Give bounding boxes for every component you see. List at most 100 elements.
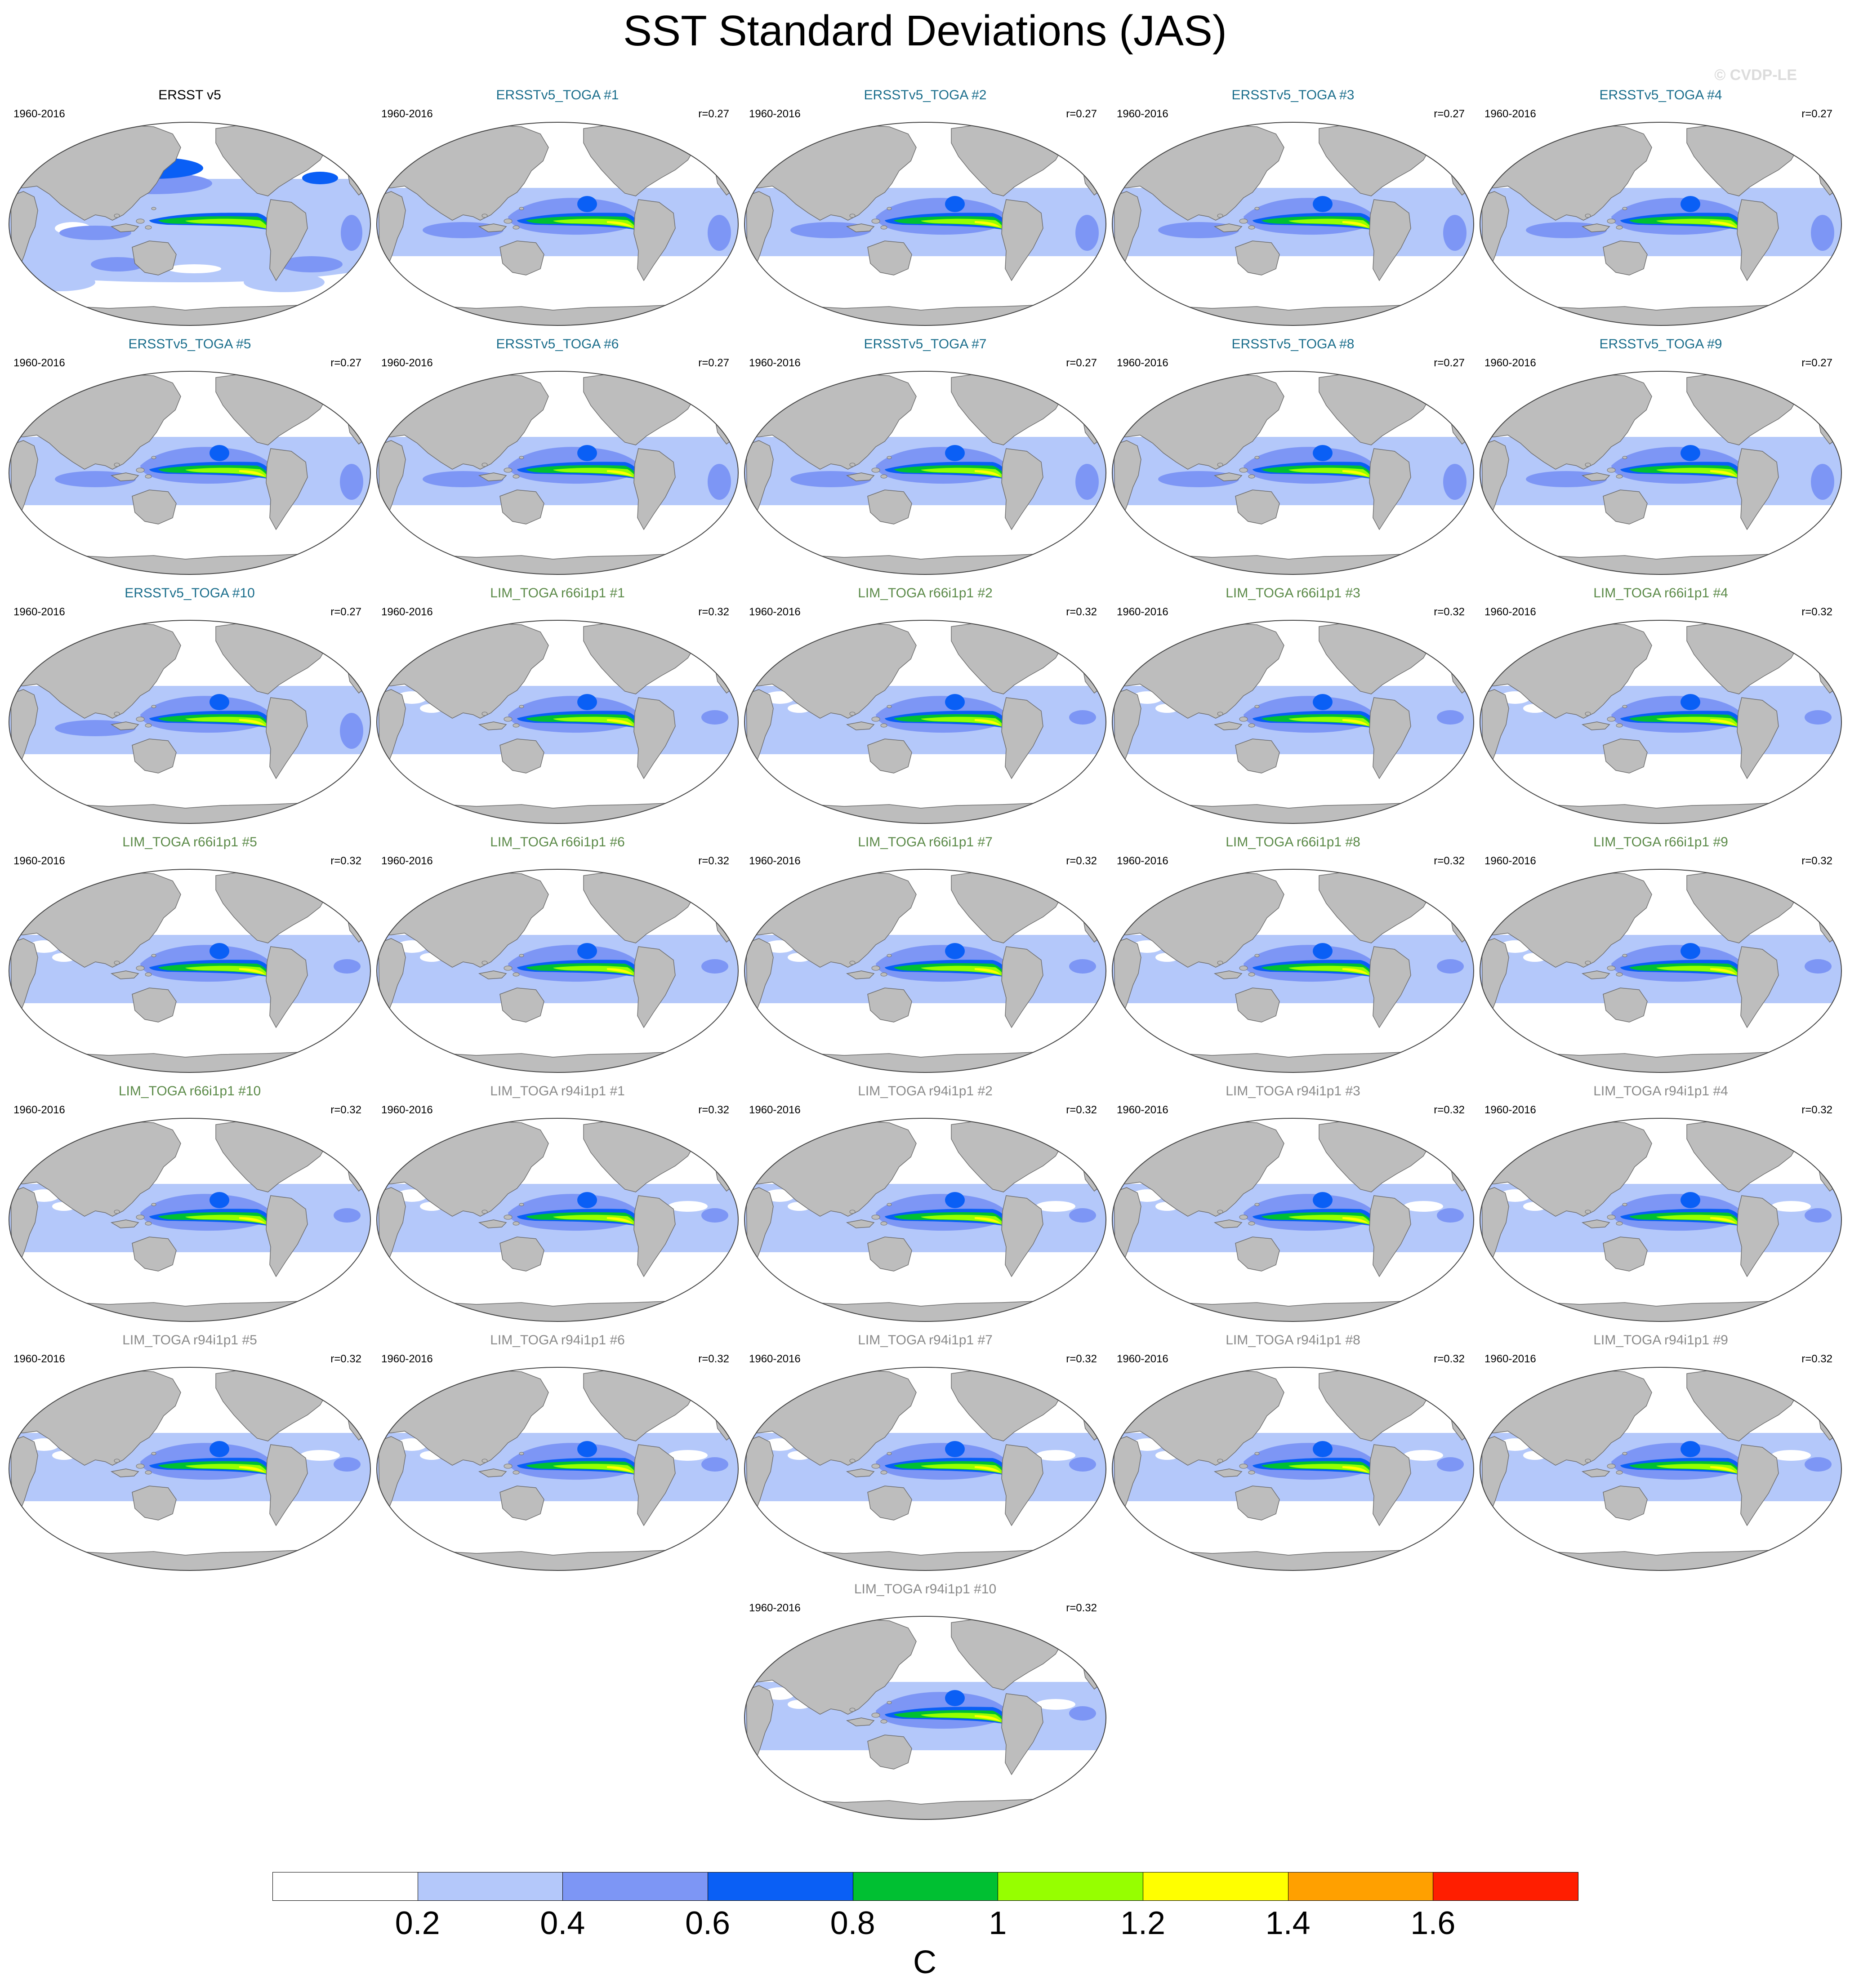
panel-map <box>373 867 742 1074</box>
panel-title: ERSSTv5_TOGA #2 <box>864 88 987 102</box>
panel-title: ERSSTv5_TOGA #3 <box>1231 88 1355 102</box>
map-border <box>1480 122 1842 326</box>
colorbar-tick-label: 1.2 <box>1120 1905 1166 1941</box>
land-s-america <box>1001 946 1043 1028</box>
panel-years: 1960-2016 <box>1484 357 1536 369</box>
colorbar-swatch <box>1433 1872 1578 1901</box>
sst-stddev-map <box>744 869 1106 1073</box>
land-s-america <box>1369 946 1411 1028</box>
land-s-america <box>1737 697 1779 779</box>
map-panel: ERSSTv5_TOGA #3 1960-2016 r=0.27 <box>1109 86 1477 329</box>
panel-title: ERSSTv5_TOGA #1 <box>496 88 619 102</box>
land-australia <box>499 987 544 1023</box>
panel-map <box>741 1116 1110 1323</box>
land-indonesia <box>110 721 139 730</box>
panel-map <box>1109 618 1477 825</box>
panel-correlation: r=0.32 <box>1066 1353 1097 1365</box>
map-panel: LIM_TOGA r94i1p1 #5 1960-2016 r=0.32 <box>5 1331 374 1574</box>
panel-title: ERSSTv5_TOGA #7 <box>864 337 987 351</box>
land-indonesia <box>1213 1219 1243 1228</box>
land-indonesia <box>1213 1468 1243 1477</box>
land-australia <box>1235 240 1280 276</box>
colorbar-tick-label: 0.8 <box>830 1905 875 1941</box>
land-indonesia <box>110 223 139 232</box>
land-australia <box>867 987 912 1023</box>
panel-map <box>373 1365 742 1572</box>
sst-stddev-map <box>1112 1367 1474 1571</box>
land-australia <box>132 738 177 774</box>
map-panel: ERSST v5 1960-2016 <box>5 86 374 329</box>
panel-correlation: r=0.32 <box>1434 1353 1465 1365</box>
land-indonesia <box>110 1219 139 1228</box>
colorbar-swatch <box>852 1872 999 1901</box>
panel-title: ERSST v5 <box>158 88 221 102</box>
land-s-america <box>633 1444 676 1526</box>
panel-title: LIM_TOGA r66i1p1 #5 <box>122 835 257 849</box>
land-australia <box>867 1734 912 1770</box>
panel-map <box>1109 369 1477 576</box>
panel-correlation: r=0.27 <box>1801 357 1832 369</box>
map-border <box>744 1367 1106 1571</box>
sst-stddev-map <box>744 371 1106 575</box>
sst-stddev-map <box>9 122 371 326</box>
land-australia <box>1603 1236 1648 1272</box>
land-s-america <box>1737 1195 1779 1277</box>
map-panel: LIM_TOGA r66i1p1 #1 1960-2016 r=0.32 <box>373 584 742 827</box>
panel-years: 1960-2016 <box>13 606 65 618</box>
panel-correlation: r=0.32 <box>1066 1104 1097 1116</box>
map-border <box>744 122 1106 326</box>
panel-correlation: r=0.32 <box>698 1104 729 1116</box>
panel-years: 1960-2016 <box>749 1353 801 1365</box>
panel-correlation: r=0.27 <box>330 606 361 618</box>
panel-map <box>741 618 1110 825</box>
sst-stddev-map <box>1112 371 1474 575</box>
map-panel: LIM_TOGA r94i1p1 #1 1960-2016 r=0.32 <box>373 1082 742 1325</box>
panel-correlation: r=0.32 <box>1066 855 1097 867</box>
panel-correlation: r=0.32 <box>1801 1104 1832 1116</box>
panel-map <box>373 120 742 327</box>
page-title: SST Standard Deviations (JAS) <box>623 7 1227 55</box>
map-border <box>1112 620 1474 824</box>
map-border <box>376 1367 739 1571</box>
map-border <box>744 620 1106 824</box>
colorbar-unit: C <box>913 1944 936 1980</box>
panel-title: LIM_TOGA r94i1p1 #2 <box>858 1084 993 1099</box>
panel-map <box>741 120 1110 327</box>
map-border <box>1480 371 1842 575</box>
panel-title: LIM_TOGA r66i1p1 #1 <box>490 586 625 600</box>
land-indonesia <box>1213 970 1243 979</box>
sst-stddev-map <box>1480 122 1842 326</box>
panel-map <box>1476 1116 1845 1323</box>
panel-years: 1960-2016 <box>381 855 433 867</box>
land-s-america <box>266 697 308 779</box>
colorbar <box>272 1872 1578 1902</box>
panel-correlation: r=0.27 <box>1066 108 1097 120</box>
land-indonesia <box>1581 721 1610 730</box>
land-indonesia <box>478 1468 507 1477</box>
panel-correlation: r=0.27 <box>1801 108 1832 120</box>
land-s-america <box>1369 199 1411 281</box>
land-s-america <box>1001 1195 1043 1277</box>
panel-title: LIM_TOGA r94i1p1 #9 <box>1593 1333 1728 1348</box>
map-panel: LIM_TOGA r94i1p1 #3 1960-2016 r=0.32 <box>1109 1082 1477 1325</box>
land-s-america <box>266 448 308 530</box>
land-s-america <box>1369 697 1411 779</box>
map-panel: ERSSTv5_TOGA #9 1960-2016 r=0.27 <box>1476 335 1845 578</box>
watermark: © CVDP-LE <box>1714 67 1797 84</box>
panel-map <box>5 120 374 327</box>
panel-map <box>1109 120 1477 327</box>
panel-years: 1960-2016 <box>1117 1353 1168 1365</box>
panel-title: LIM_TOGA r94i1p1 #8 <box>1226 1333 1360 1348</box>
panel-years: 1960-2016 <box>13 357 65 369</box>
map-border <box>1112 371 1474 575</box>
panel-map <box>373 1116 742 1323</box>
map-border <box>9 1367 371 1571</box>
panel-map <box>1476 369 1845 576</box>
panel-correlation: r=0.27 <box>1066 357 1097 369</box>
land-australia <box>1235 1236 1280 1272</box>
map-border <box>376 620 739 824</box>
panel-map <box>373 618 742 825</box>
land-indonesia <box>110 970 139 979</box>
land-s-america <box>633 448 676 530</box>
colorbar-tick-label: 1.6 <box>1410 1905 1456 1941</box>
